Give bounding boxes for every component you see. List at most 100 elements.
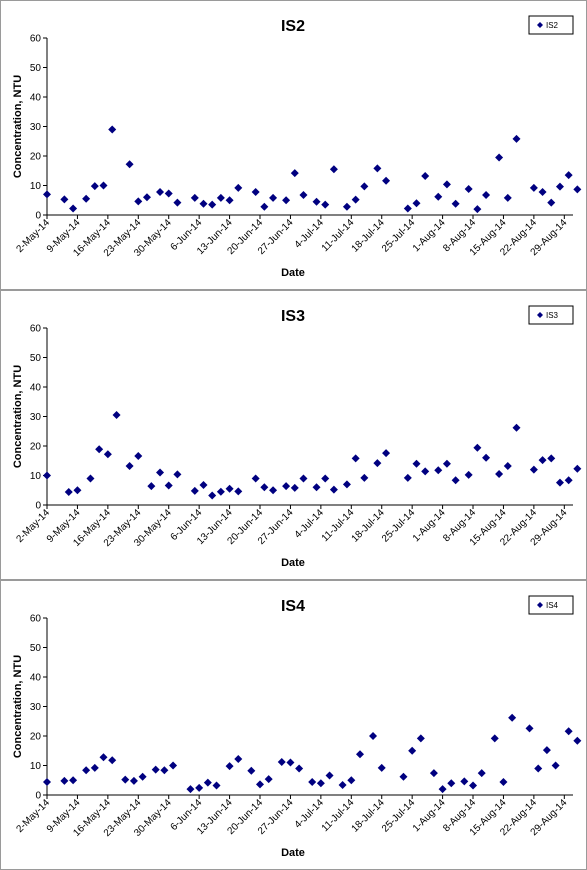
data-point: [434, 192, 443, 201]
data-point: [464, 185, 473, 194]
data-point: [156, 468, 165, 477]
data-point: [195, 783, 204, 792]
y-tick-label: 40: [30, 93, 42, 104]
data-point: [421, 467, 430, 476]
data-point: [156, 187, 165, 196]
data-point: [290, 483, 299, 492]
data-point: [316, 779, 325, 788]
data-point: [551, 761, 560, 770]
data-point: [264, 775, 273, 784]
data-point: [355, 750, 364, 759]
data-point: [247, 766, 256, 775]
data-point: [382, 176, 391, 185]
data-point: [208, 491, 217, 500]
x-tick-label: 25-Jul-14: [380, 797, 418, 835]
data-point: [438, 785, 447, 794]
data-point: [256, 780, 265, 789]
data-point: [199, 480, 208, 489]
data-point: [260, 202, 269, 211]
data-point: [151, 765, 160, 774]
legend: IS3: [528, 305, 574, 325]
data-point: [412, 459, 421, 468]
data-point: [173, 198, 182, 207]
data-point: [442, 459, 451, 468]
data-point: [469, 781, 478, 790]
data-point: [555, 182, 564, 191]
y-tick-label: 60: [30, 34, 42, 45]
data-point: [95, 445, 104, 454]
data-point: [482, 190, 491, 199]
data-point: [160, 766, 169, 775]
y-tick-label: 0: [35, 211, 41, 222]
data-point: [351, 195, 360, 204]
data-point: [286, 758, 295, 767]
data-point: [208, 200, 217, 209]
data-point: [351, 454, 360, 463]
x-axis-label: Date: [281, 847, 305, 859]
data-point: [190, 486, 199, 495]
data-point: [164, 189, 173, 198]
data-point: [325, 771, 334, 780]
data-point: [125, 160, 134, 169]
data-point: [225, 762, 234, 771]
data-point: [403, 473, 412, 482]
data-point: [142, 193, 151, 202]
y-tick-label: 60: [30, 324, 42, 335]
data-point: [282, 482, 291, 491]
y-tick-label: 20: [30, 442, 42, 453]
data-point: [529, 183, 538, 192]
chart-title: IS4: [281, 598, 305, 615]
data-point: [555, 478, 564, 487]
data-point: [377, 763, 386, 772]
data-point: [125, 462, 134, 471]
data-point: [477, 769, 486, 778]
data-point: [99, 181, 108, 190]
data-point: [547, 198, 556, 207]
data-point: [295, 764, 304, 773]
data-point: [99, 753, 108, 762]
data-point: [86, 474, 95, 483]
data-point: [373, 164, 382, 173]
data-point: [199, 199, 208, 208]
data-point: [216, 193, 225, 202]
data-point: [399, 772, 408, 781]
data-point: [573, 185, 582, 194]
data-point: [525, 724, 534, 733]
legend-box: [528, 595, 574, 615]
data-point: [382, 449, 391, 458]
x-axis-label: Date: [281, 267, 305, 279]
data-point: [164, 481, 173, 490]
data-point: [69, 776, 78, 785]
data-point: [225, 484, 234, 493]
chart-title: IS2: [281, 18, 305, 35]
y-tick-label: 30: [30, 702, 42, 713]
y-tick-label: 50: [30, 643, 42, 654]
data-point: [360, 473, 369, 482]
data-point: [186, 785, 195, 794]
legend-marker: [537, 602, 543, 608]
data-point: [190, 193, 199, 202]
chart-panel-is3: IS3 0 10 20 30 40 50 60 2-May-14 9-May-14 16-May-1…: [0, 290, 587, 580]
data-point: [369, 732, 378, 740]
data-point: [338, 780, 347, 789]
data-point: [321, 474, 330, 483]
data-point: [495, 153, 504, 162]
data-point: [251, 474, 260, 483]
data-point: [499, 778, 508, 787]
data-point: [277, 757, 286, 766]
data-point: [429, 769, 438, 778]
data-point: [216, 487, 225, 496]
data-point: [490, 734, 499, 743]
data-point: [312, 197, 321, 206]
data-point: [421, 172, 430, 181]
data-point: [564, 476, 573, 485]
data-point: [225, 196, 234, 205]
data-point: [108, 125, 117, 134]
y-axis-label: Concentration, NTU: [12, 365, 24, 468]
y-tick-label: 30: [30, 412, 42, 423]
data-point: [234, 183, 243, 192]
data-point: [173, 470, 182, 479]
data-point: [447, 779, 456, 788]
data-point: [64, 488, 73, 497]
y-axis-label: Concentration, NTU: [12, 655, 24, 758]
